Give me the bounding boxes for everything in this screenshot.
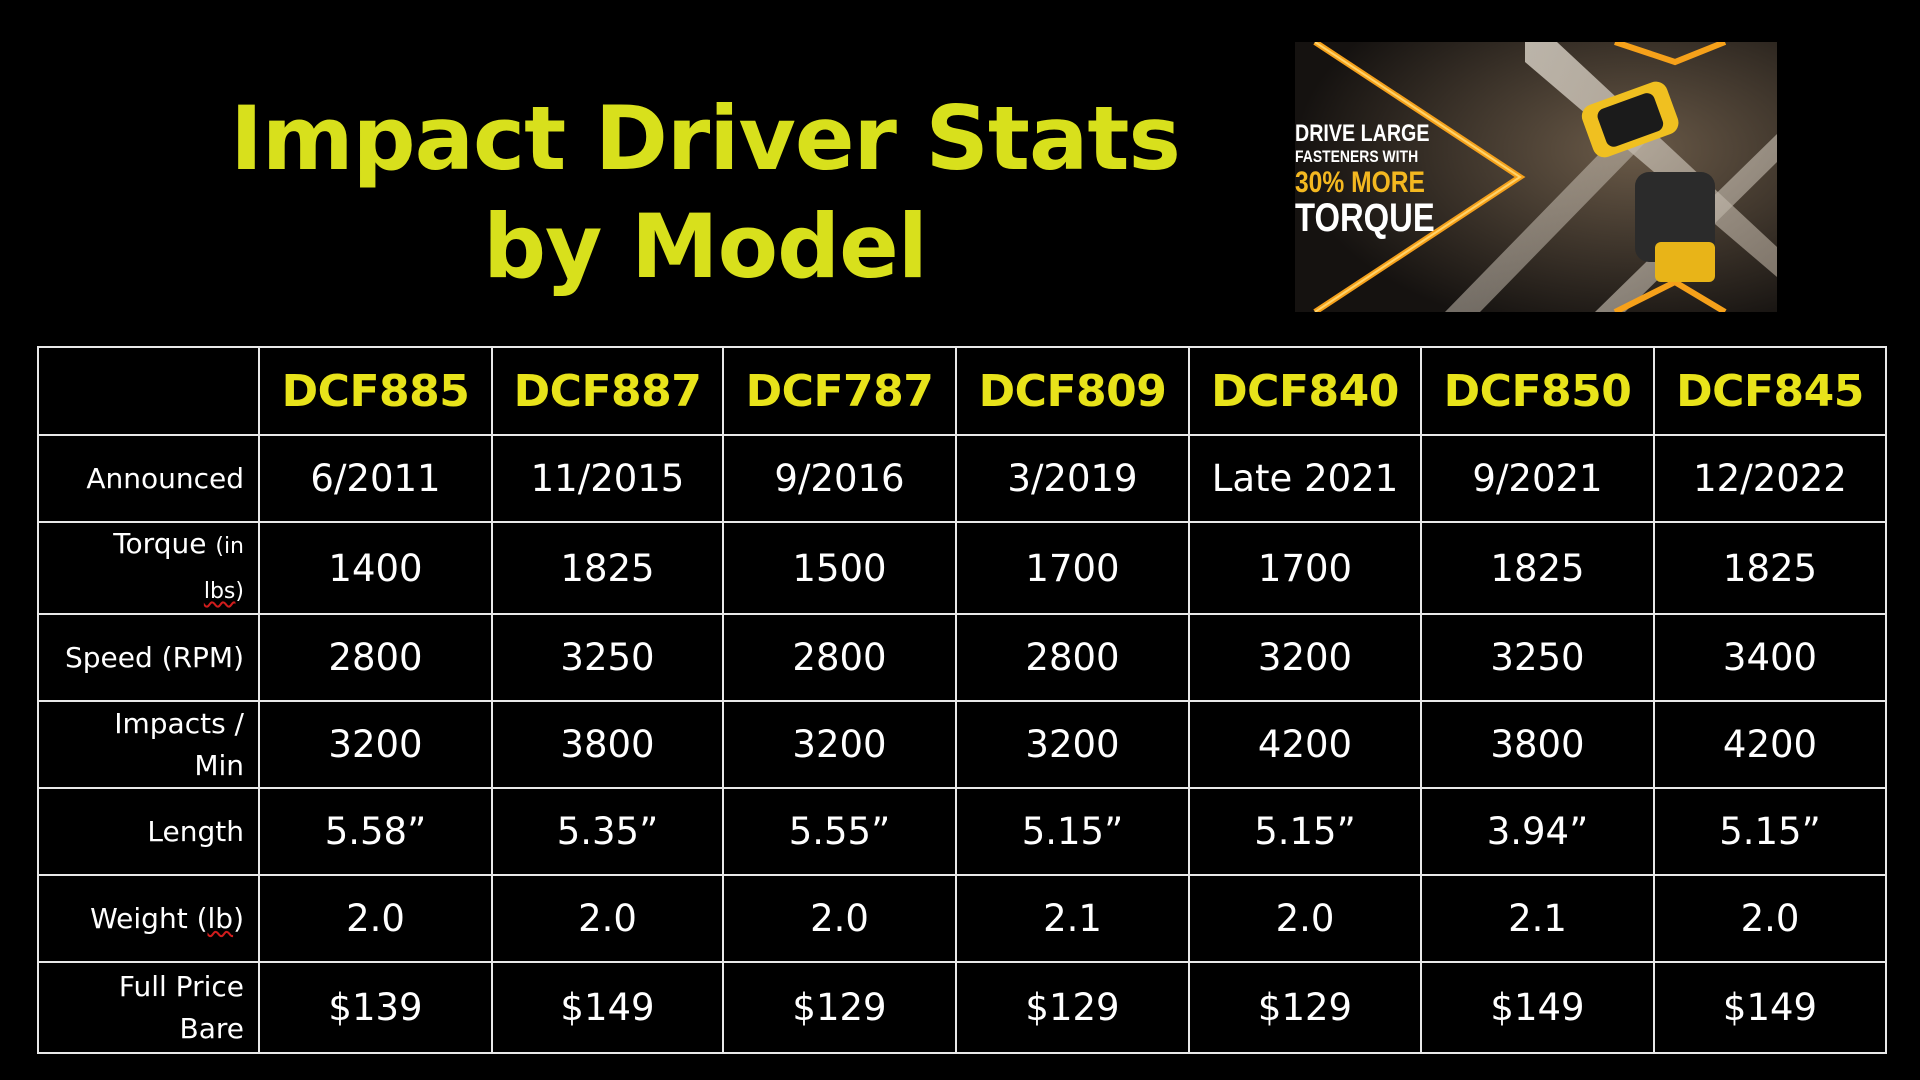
cell-value: 2.0 — [258, 874, 493, 963]
cell-value: 5.58” — [258, 787, 493, 876]
cell-value: 5.55” — [722, 787, 957, 876]
cell-value: 3200 — [955, 700, 1190, 789]
cell-value: 1825 — [491, 521, 724, 615]
cell-value: 2.0 — [722, 874, 957, 963]
row-impacts: Impacts / Min 3200 3800 3200 3200 4200 3… — [37, 700, 1887, 789]
cell-value: $129 — [955, 961, 1190, 1054]
cell-value: 1825 — [1420, 521, 1655, 615]
model-header: DCF885 — [258, 346, 493, 436]
model-header: DCF840 — [1188, 346, 1422, 436]
page-title: Impact Driver Stats by Model — [200, 85, 1210, 301]
promo-line-1: DRIVE LARGE — [1295, 120, 1430, 147]
cell-value: $149 — [1653, 961, 1887, 1054]
cell-value: 2.1 — [955, 874, 1190, 963]
promo-line-3: 30% MORE — [1295, 166, 1425, 199]
cell-value: 3/2019 — [955, 434, 1190, 523]
cell-value: 2800 — [722, 613, 957, 702]
cell-value: 3800 — [1420, 700, 1655, 789]
model-header: DCF809 — [955, 346, 1190, 436]
page-title-line1: Impact Driver Stats — [230, 87, 1181, 190]
promo-graphic — [1295, 42, 1777, 312]
cell-value: 2800 — [955, 613, 1190, 702]
promo-text: DRIVE LARGE FASTENERS WITH 30% MORE TORQ… — [1295, 120, 1435, 240]
header-row: DCF885 DCF887 DCF787 DCF809 DCF840 DCF85… — [37, 346, 1887, 436]
cell-value: $129 — [1188, 961, 1422, 1054]
cell-value: 12/2022 — [1653, 434, 1887, 523]
cell-value: 3200 — [722, 700, 957, 789]
row-speed: Speed (RPM) 2800 3250 2800 2800 3200 325… — [37, 613, 1887, 702]
model-header: DCF787 — [722, 346, 957, 436]
promo-line-2: FASTENERS WITH — [1295, 147, 1419, 166]
promo-image: DRIVE LARGE FASTENERS WITH 30% MORE TORQ… — [1295, 42, 1777, 312]
row-length: Length 5.58” 5.35” 5.55” 5.15” 5.15” 3.9… — [37, 787, 1887, 876]
cell-value: 1700 — [1188, 521, 1422, 615]
cell-value: 1700 — [955, 521, 1190, 615]
row-label: Weight (lb) — [37, 874, 260, 963]
cell-value: 3250 — [1420, 613, 1655, 702]
cell-value: 3250 — [491, 613, 724, 702]
model-header: DCF845 — [1653, 346, 1887, 436]
page-title-line2: by Model — [483, 195, 928, 298]
corner-cell — [37, 346, 260, 436]
cell-value: 2.0 — [1188, 874, 1422, 963]
cell-value: $149 — [1420, 961, 1655, 1054]
row-label: Torque (in lbs) — [37, 521, 260, 615]
cell-value: 1400 — [258, 521, 493, 615]
row-price: Full Price Bare $139 $149 $129 $129 $129… — [37, 961, 1887, 1054]
cell-value: 6/2011 — [258, 434, 493, 523]
cell-value: 9/2016 — [722, 434, 957, 523]
cell-value: 9/2021 — [1420, 434, 1655, 523]
model-header: DCF850 — [1420, 346, 1655, 436]
row-weight: Weight (lb) 2.0 2.0 2.0 2.1 2.0 2.1 2.0 — [37, 874, 1887, 963]
cell-value: 2800 — [258, 613, 493, 702]
cell-value: 1500 — [722, 521, 957, 615]
cell-value: 5.15” — [1188, 787, 1422, 876]
cell-value: 4200 — [1653, 700, 1887, 789]
cell-value: $129 — [722, 961, 957, 1054]
cell-value: 3400 — [1653, 613, 1887, 702]
row-label: Speed (RPM) — [37, 613, 260, 702]
cell-value: 1825 — [1653, 521, 1887, 615]
model-header: DCF887 — [491, 346, 724, 436]
cell-value: 3.94” — [1420, 787, 1655, 876]
row-label: Announced — [37, 434, 260, 523]
row-label: Length — [37, 787, 260, 876]
row-label: Impacts / Min — [37, 700, 260, 789]
promo-line-4: TORQUE — [1295, 196, 1435, 240]
cell-value: 3200 — [1188, 613, 1422, 702]
cell-value: 3200 — [258, 700, 493, 789]
row-label: Full Price Bare — [37, 961, 260, 1054]
cell-value: 3800 — [491, 700, 724, 789]
cell-value: 5.35” — [491, 787, 724, 876]
cell-value: $149 — [491, 961, 724, 1054]
cell-value: 5.15” — [1653, 787, 1887, 876]
cell-value: $139 — [258, 961, 493, 1054]
cell-value: 11/2015 — [491, 434, 724, 523]
cell-value: 2.0 — [491, 874, 724, 963]
stats-table: DCF885 DCF887 DCF787 DCF809 DCF840 DCF85… — [37, 346, 1887, 1054]
cell-value: Late 2021 — [1188, 434, 1422, 523]
cell-value: 4200 — [1188, 700, 1422, 789]
cell-value: 2.1 — [1420, 874, 1655, 963]
cell-value: 5.15” — [955, 787, 1190, 876]
row-announced: Announced 6/2011 11/2015 9/2016 3/2019 L… — [37, 434, 1887, 523]
cell-value: 2.0 — [1653, 874, 1887, 963]
row-torque: Torque (in lbs) 1400 1825 1500 1700 1700… — [37, 521, 1887, 615]
